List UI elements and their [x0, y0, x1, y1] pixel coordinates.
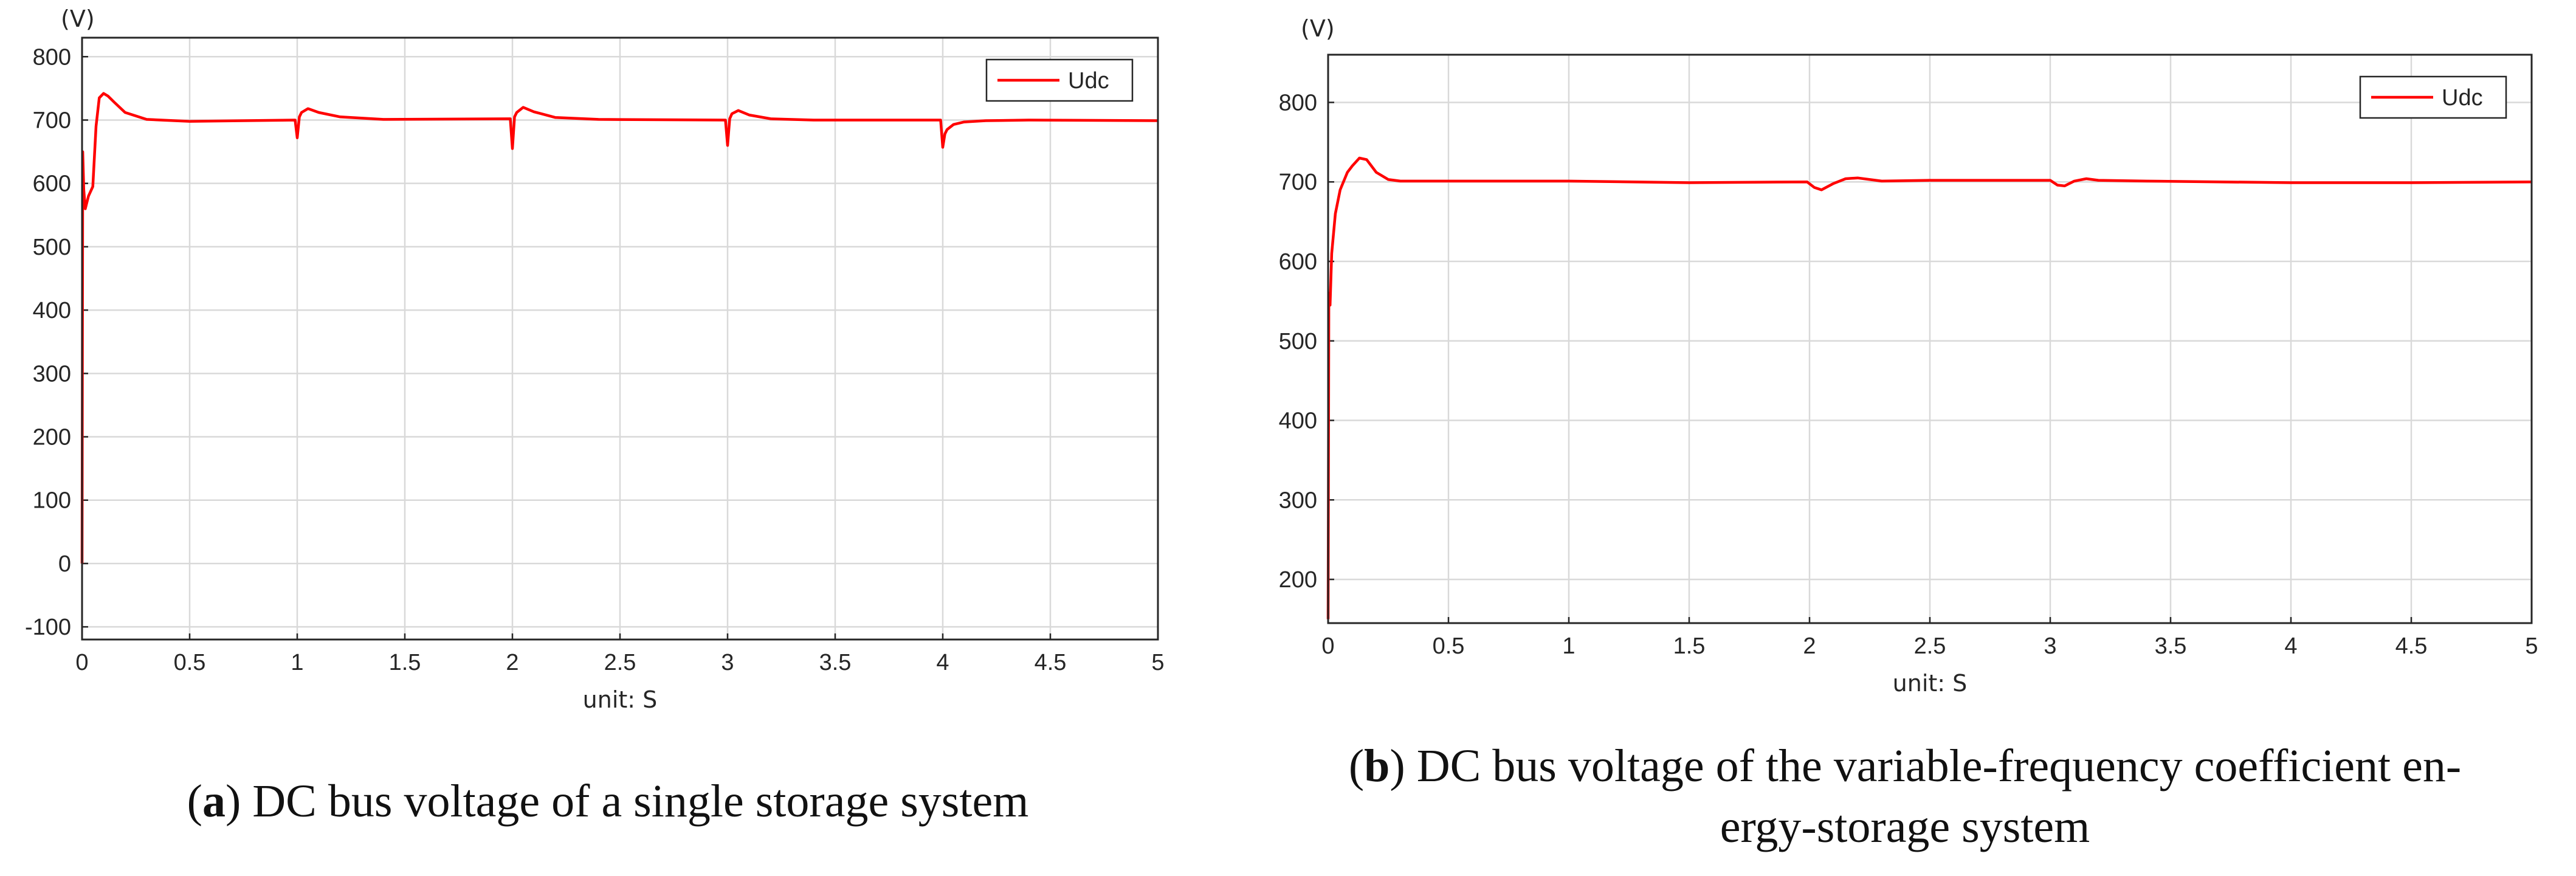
y-tick-label: 0 [58, 551, 71, 577]
x-tick-label: 4.5 [2395, 633, 2428, 659]
y-tick-label: 100 [33, 488, 71, 514]
x-axis-label: unit: S [1893, 670, 1968, 697]
y-tick-label: 700 [33, 108, 71, 133]
x-tick-label: 0 [1321, 633, 1334, 659]
x-tick-label: 4 [936, 650, 949, 675]
caption-b-text-2: ergy-storage system [1720, 801, 2090, 852]
y-tick-label: 800 [1279, 90, 1317, 116]
x-tick-label: 2.5 [1914, 633, 1946, 659]
x-tick-label: 1 [1562, 633, 1575, 659]
y-tick-label: 200 [1279, 567, 1317, 593]
axes-frame [1327, 53, 2533, 624]
x-tick-label: 4 [2284, 633, 2297, 659]
x-tick-label: 3.5 [819, 650, 852, 675]
y-tick-label: 800 [33, 44, 71, 70]
caption-b: (b) DC bus voltage of the variable-frequ… [1348, 740, 2462, 852]
y-unit-label: (V) [1301, 15, 1335, 42]
y-tick-label: 300 [33, 361, 71, 387]
x-tick-label: 3.5 [2155, 633, 2187, 659]
chart-b: 0 0.5 1 1.5 2 2.5 3 3.5 4 4.5 5 800 700 600 500 400 300 2… [1279, 15, 2538, 697]
series-line-udc [1326, 156, 2532, 619]
caption-a: (a) DC bus voltage of a single storage s… [187, 776, 1029, 827]
x-tick-label: 5 [1151, 650, 1164, 675]
y-unit-label: (V) [61, 5, 95, 32]
y-tick-label: 200 [33, 425, 71, 450]
x-tick-label: 1.5 [389, 650, 421, 675]
y-tick-label: 700 [1279, 170, 1317, 195]
y-tick-label: 500 [33, 235, 71, 260]
y-tick-label: 500 [1279, 329, 1317, 354]
x-tick-label: 5 [2525, 633, 2538, 659]
panel-a: 0 0.5 1 1.5 2 2.5 3 3.5 4 4.5 5 800 700 600 500 400 300 2… [0, 0, 1216, 876]
y-tick-label: 400 [1279, 409, 1317, 434]
axes-frame [81, 36, 1159, 641]
x-tick-label: 1 [291, 650, 303, 675]
legend-label: Udc [1068, 68, 1109, 94]
x-tick-label: 0.5 [1433, 633, 1465, 659]
y-tick-label: -100 [25, 615, 71, 640]
x-tick-label: 1.5 [1673, 633, 1706, 659]
y-tick-label: 600 [33, 171, 71, 197]
caption-a-text: DC bus voltage of a single storage syste… [252, 776, 1029, 827]
x-tick-label: 3 [721, 650, 734, 675]
caption-b-letter: b [1364, 740, 1390, 792]
x-tick-label: 2.5 [604, 650, 636, 675]
x-tick-label: 0.5 [174, 650, 206, 675]
series-line-udc [80, 92, 1159, 564]
x-tick-label: 2 [1803, 633, 1816, 659]
y-tick-label: 300 [1279, 488, 1317, 513]
x-tick-label: 2 [506, 650, 518, 675]
panel-b: 0 0.5 1 1.5 2 2.5 3 3.5 4 4.5 5 800 700 600 500 400 300 2… [1234, 0, 2576, 876]
x-tick-label: 3 [2044, 633, 2056, 659]
y-tick-label: 600 [1279, 249, 1317, 275]
legend-label: Udc [2442, 85, 2483, 111]
x-tick-label: 4.5 [1035, 650, 1067, 675]
x-tick-label: 0 [75, 650, 88, 675]
x-axis-label: unit: S [583, 686, 658, 713]
caption-a-letter: a [202, 776, 226, 827]
caption-b-text: DC bus voltage of the variable-frequency… [1416, 740, 2462, 792]
chart-a: 0 0.5 1 1.5 2 2.5 3 3.5 4 4.5 5 800 700 600 500 400 300 2… [25, 5, 1165, 713]
y-tick-label: 400 [33, 298, 71, 323]
